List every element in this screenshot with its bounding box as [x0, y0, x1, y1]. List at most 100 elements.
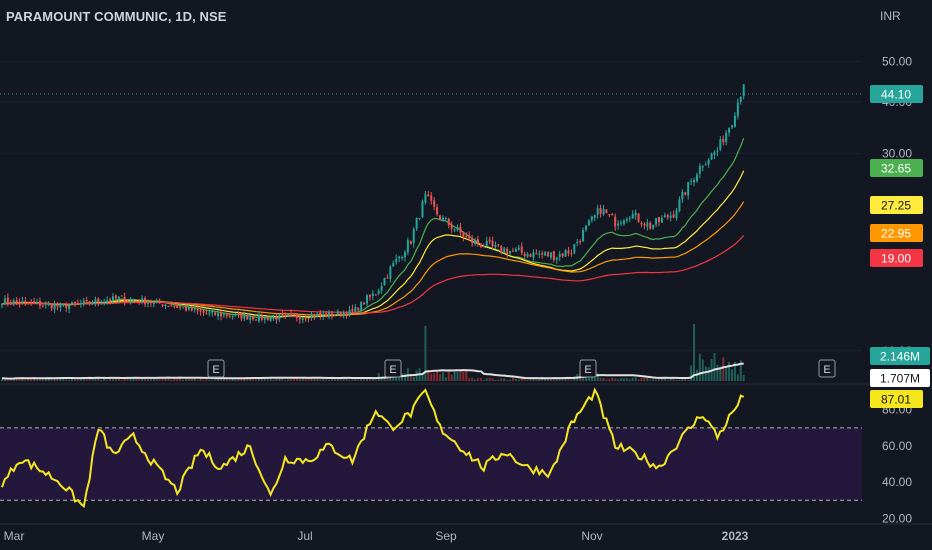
- candle-body: [155, 300, 158, 302]
- volume-bar: [351, 379, 354, 381]
- candle-body: [325, 313, 328, 317]
- volume-bar: [310, 377, 313, 381]
- volume-bar: [596, 373, 599, 381]
- volume-bar: [690, 365, 693, 381]
- candle-body: [395, 258, 398, 262]
- volume-bar: [313, 378, 316, 381]
- volume-bar: [471, 377, 474, 381]
- candle-body: [182, 307, 185, 309]
- volume-bar: [68, 379, 71, 381]
- volume-bar: [225, 379, 228, 381]
- volume-bar: [269, 377, 272, 381]
- candle-body: [368, 294, 371, 297]
- volume-bar: [18, 378, 21, 381]
- volume-bar: [260, 378, 263, 381]
- candle-body: [617, 223, 620, 226]
- candle-body: [380, 286, 383, 291]
- candle-body: [319, 312, 322, 316]
- volume-bar: [205, 378, 208, 381]
- volume-bar: [465, 368, 468, 381]
- candle-body: [570, 252, 573, 254]
- candle-body: [275, 316, 278, 320]
- candle-body: [336, 311, 339, 315]
- volume-bar: [424, 326, 427, 381]
- volume-bar: [675, 379, 678, 381]
- candle-body: [552, 251, 555, 261]
- volume-bar: [523, 378, 526, 381]
- candle-body: [366, 295, 368, 304]
- candle-body: [421, 201, 424, 218]
- price-axis[interactable]: 50.0040.0030.0010.0080.0060.0040.0020.00…: [870, 55, 930, 526]
- candle-body: [392, 263, 395, 267]
- volume-bar: [56, 377, 59, 381]
- candle-body: [222, 314, 225, 316]
- price-tick-label: 30.00: [882, 146, 912, 160]
- candle-body: [544, 252, 547, 256]
- volume-bar: [660, 378, 663, 381]
- volume-bar: [149, 378, 152, 381]
- candle-body: [18, 301, 21, 304]
- candle-body: [53, 304, 56, 310]
- candle-body: [208, 312, 211, 314]
- candle-body: [111, 296, 114, 300]
- candle-body: [56, 305, 59, 307]
- candle-body: [611, 213, 614, 216]
- volume-bar: [436, 370, 439, 381]
- time-tick-label: Mar: [4, 529, 25, 543]
- volume-bar: [15, 377, 18, 381]
- volume-bar: [547, 377, 550, 381]
- volume-bar: [290, 378, 293, 381]
- volume-bar: [94, 377, 97, 381]
- volume-bar: [643, 377, 646, 381]
- volume-bar: [62, 377, 65, 381]
- candle-body: [44, 303, 47, 305]
- candle-body: [138, 301, 141, 303]
- volume-bar: [731, 369, 733, 381]
- volume-bar: [684, 378, 687, 381]
- candle-body: [351, 308, 354, 312]
- candle-body: [418, 217, 421, 219]
- candle-body: [643, 223, 646, 226]
- candle-body: [85, 299, 88, 301]
- candle-body: [304, 317, 307, 319]
- candle-body: [587, 220, 590, 226]
- volume-bar: [190, 378, 193, 381]
- ema-long-line: [1, 235, 745, 314]
- volume-bar: [474, 379, 477, 381]
- volume-bar: [707, 367, 710, 381]
- rsi-line: [1, 387, 745, 509]
- candle-body: [374, 294, 377, 296]
- candle-body: [187, 307, 190, 310]
- candle-body: [479, 243, 482, 247]
- volume-bar: [622, 378, 625, 381]
- candle-body: [348, 309, 351, 315]
- volume-bar: [412, 376, 415, 381]
- volume-bar: [263, 377, 266, 381]
- time-axis[interactable]: Mar May Jul Sep Nov 2023: [0, 523, 932, 543]
- price-label-value: 27.25: [881, 199, 911, 213]
- volume-bar: [246, 377, 249, 381]
- volume-bar: [111, 379, 114, 381]
- volume-bar: [53, 379, 56, 381]
- volume-bar: [482, 379, 485, 381]
- volume-bar: [336, 379, 339, 381]
- volume-bar: [485, 378, 488, 381]
- symbol-title[interactable]: PARAMOUNT COMMUNIC, 1D, NSE: [6, 9, 227, 24]
- volume-bar: [187, 379, 190, 381]
- candle-body: [12, 300, 15, 304]
- candle-body: [602, 209, 605, 215]
- candle-body: [526, 253, 529, 257]
- volume-bar: [383, 376, 386, 381]
- volume-bar: [488, 377, 491, 381]
- volume-label-value: 2.146M: [880, 350, 920, 364]
- candle-body: [164, 304, 167, 307]
- volume-bar: [447, 371, 450, 381]
- candle-body: [658, 216, 660, 223]
- volume-bar: [170, 379, 173, 381]
- candle-body: [33, 301, 36, 304]
- volume-bar: [182, 379, 185, 381]
- volume-bar: [427, 369, 430, 381]
- candle-body: [389, 266, 392, 279]
